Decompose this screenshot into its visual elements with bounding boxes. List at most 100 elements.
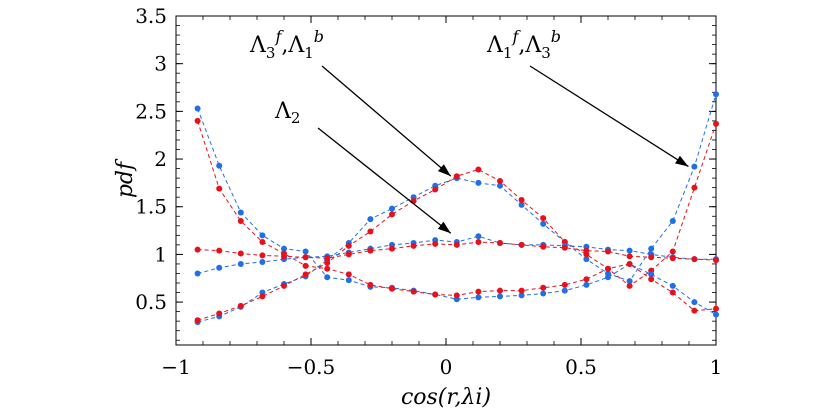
data-point: [497, 177, 503, 184]
data-point: [453, 241, 460, 248]
data-point: [691, 184, 698, 191]
data-point: [669, 248, 676, 255]
series-line: [197, 123, 717, 321]
data-point: [389, 205, 395, 212]
data-point: [259, 293, 266, 300]
y-tick-label: 2.5: [135, 99, 167, 123]
y-tick-label: 3: [154, 52, 167, 76]
y-tick-label: 1.5: [135, 195, 167, 219]
data-point: [518, 292, 525, 299]
data-point: [626, 247, 633, 254]
data-point: [324, 274, 331, 281]
axes: −1 −0.5 0 0.5 1 0.5 1 1.5 2 2.5 3 3.5: [135, 4, 722, 379]
data-point: [669, 255, 676, 262]
series-line: [197, 120, 717, 312]
data-point: [497, 287, 503, 294]
data-point: [432, 240, 439, 247]
data-point: [389, 285, 395, 292]
data-point: [626, 260, 633, 267]
data-point: [561, 244, 568, 251]
data-point: [194, 246, 201, 253]
data-point: [713, 311, 719, 318]
data-point: [237, 302, 244, 309]
data-point: [345, 242, 352, 249]
data-point: [324, 259, 331, 266]
data-point: [345, 277, 352, 284]
data-point: [605, 274, 611, 281]
data-point: [475, 179, 482, 186]
data-point: [259, 252, 266, 259]
annotation-label: Λ3f,Λ1b: [249, 27, 324, 62]
data-point: [497, 239, 503, 246]
data-point: [669, 289, 676, 296]
data-point: [561, 281, 568, 288]
data-point: [216, 185, 223, 192]
data-point: [216, 247, 223, 254]
data-point: [389, 245, 395, 252]
data-point: [561, 287, 568, 294]
data-point: [648, 276, 655, 283]
data-point: [389, 211, 395, 218]
data-point: [583, 247, 590, 254]
annotation-layer: Λ3f,Λ1b Λ1f,Λ3b Λ2: [249, 27, 689, 234]
data-point: [540, 220, 547, 227]
data-point: [432, 186, 439, 193]
data-point: [345, 251, 352, 258]
data-point: [367, 228, 374, 235]
annotation-arrow: [317, 127, 452, 234]
data-point: [605, 248, 611, 255]
data-point: [216, 310, 223, 317]
data-point: [497, 182, 503, 189]
data-point: [281, 253, 287, 260]
series-1: [194, 91, 719, 326]
data-point: [626, 278, 633, 285]
data-point: [540, 284, 547, 291]
data-point: [302, 262, 309, 269]
data-point: [410, 242, 417, 249]
x-tick-label: 1: [710, 355, 723, 379]
x-tick-label: 0: [440, 355, 453, 379]
y-tick-label: 3.5: [135, 4, 167, 28]
data-point: [648, 254, 655, 261]
data-point: [691, 163, 698, 170]
data-point: [540, 215, 547, 222]
data-point: [713, 120, 719, 127]
data-point: [194, 317, 201, 324]
data-point: [216, 162, 223, 169]
data-point: [453, 173, 460, 180]
data-point: [216, 264, 223, 271]
data-point: [605, 265, 611, 272]
data-point: [669, 218, 676, 225]
data-point: [648, 245, 655, 252]
data-point: [475, 288, 482, 295]
data-point: [518, 241, 525, 248]
data-point: [237, 260, 244, 267]
data-point: [713, 257, 719, 264]
data-point: [475, 294, 482, 301]
data-point: [194, 117, 201, 124]
data-point: [453, 292, 460, 299]
data-point: [475, 166, 482, 173]
series-line: [197, 94, 717, 323]
x-tick-label: 0.5: [565, 355, 597, 379]
y-tick-label: 1: [154, 242, 167, 266]
data-point: [237, 209, 244, 216]
data-point: [194, 105, 201, 112]
data-point: [259, 239, 266, 246]
data-point: [281, 282, 287, 289]
data-point: [497, 293, 503, 300]
y-axis-title: pdf: [113, 158, 138, 198]
data-point: [237, 218, 244, 225]
data-point: [626, 253, 633, 260]
data-point: [626, 282, 633, 289]
annotation-label: Λ2: [274, 99, 300, 127]
data-point: [367, 216, 374, 223]
data-point: [475, 239, 482, 246]
annotation-arrow: [529, 65, 689, 168]
data-point: [194, 270, 201, 277]
data-point: [540, 290, 547, 297]
data-point: [281, 245, 287, 252]
data-point: [540, 243, 547, 250]
data-point: [691, 307, 698, 314]
y-tick-label: 2: [154, 147, 167, 171]
